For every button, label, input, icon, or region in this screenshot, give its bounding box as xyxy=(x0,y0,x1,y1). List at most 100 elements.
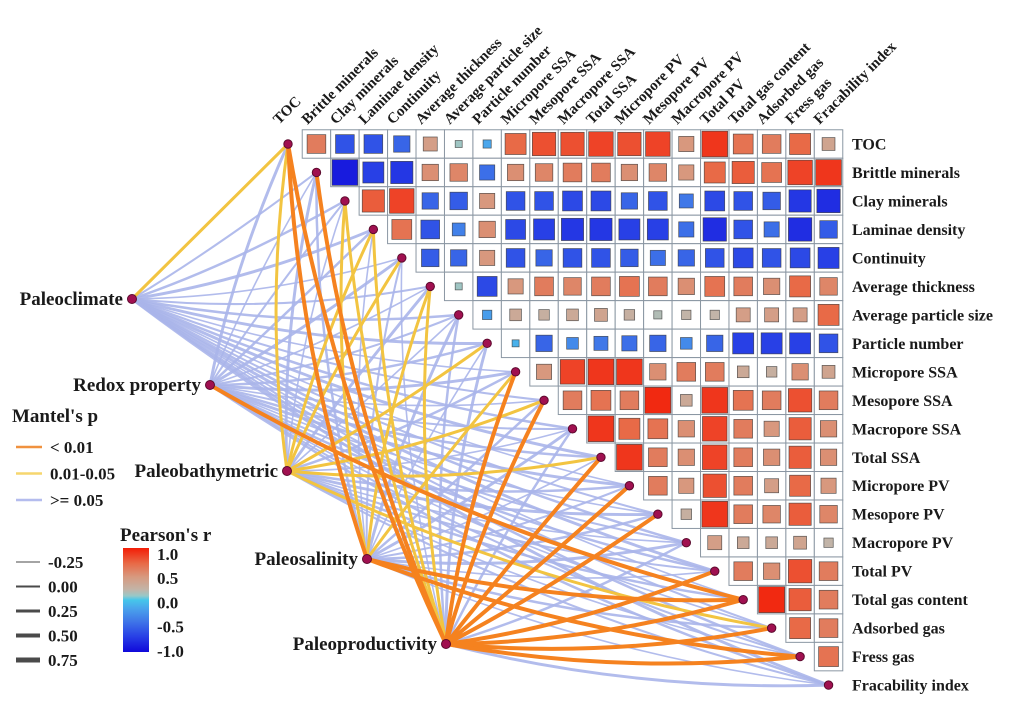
mantel-edge-p-ge-0.05 xyxy=(130,297,460,321)
matrix-cell-square xyxy=(820,448,838,466)
mantel-edge-p-ge-0.05 xyxy=(130,199,347,301)
diagonal-node-dot xyxy=(368,224,379,235)
matrix-cell-square xyxy=(421,248,440,268)
mantel-edge-p-ge-0.05 xyxy=(365,484,631,561)
mantel-edge-p-ge-0.05 xyxy=(285,469,716,573)
matrix-cell-square xyxy=(789,275,811,298)
diagonal-node-dot xyxy=(653,509,663,519)
matrix-cell-square xyxy=(788,445,812,469)
matrix-cell-square xyxy=(707,535,723,551)
matrix-cell-square xyxy=(787,159,813,186)
mantel-r-width-label: 0.25 xyxy=(48,602,78,621)
pearson-r-tick-label: 0.5 xyxy=(157,569,178,588)
matrix-cell-square xyxy=(620,248,639,268)
matrix-cell-square xyxy=(389,188,415,214)
matrix-cell-square xyxy=(562,190,583,212)
mantel-edge-p-0.01-0.05 xyxy=(285,256,404,473)
row-label: Micropore SSA xyxy=(852,364,958,381)
matrix-cell-square xyxy=(676,362,697,382)
matrix-cell-square xyxy=(821,137,836,151)
matrix-cell-square xyxy=(677,420,695,438)
matrix-cell-square xyxy=(678,164,695,181)
matrix-cell-square xyxy=(646,218,669,241)
matrix-cell-square xyxy=(533,218,555,241)
matrix-cell-square xyxy=(788,588,812,612)
matrix-cell-square xyxy=(511,339,520,348)
matrix-cell-square xyxy=(618,218,641,241)
matrix-cell-square xyxy=(649,249,666,266)
mantel-edge-p-lt-0.01 xyxy=(314,170,448,646)
mantel-edge-p-0.01-0.05 xyxy=(343,199,448,646)
matrix-cell-square xyxy=(587,415,615,443)
mantel-edge-p-0.01-0.05 xyxy=(365,370,518,561)
matrix-cell-square xyxy=(648,276,668,297)
matrix-cell-square xyxy=(788,417,812,441)
mantel-edge-p-lt-0.01 xyxy=(365,557,803,659)
matrix-cell-square xyxy=(765,536,778,549)
matrix-cell-square xyxy=(736,536,750,549)
matrix-cell-square xyxy=(420,219,440,240)
mantel-edge-p-0.01-0.05 xyxy=(285,227,375,473)
matrix-cell-square xyxy=(619,390,640,411)
mantel-edge-p-lt-0.01 xyxy=(444,597,746,646)
matrix-cell-square xyxy=(732,390,754,411)
mantel-edge-p-ge-0.05 xyxy=(365,399,546,561)
mantel-edge-p-ge-0.05 xyxy=(365,427,574,561)
matrix-cell-square xyxy=(701,387,728,414)
matrix-cell-square xyxy=(421,192,439,210)
row-label: Laminae density xyxy=(852,222,965,239)
diagonal-node-dot xyxy=(624,481,635,491)
matrix-cell-square xyxy=(645,131,671,157)
matrix-cell-square xyxy=(507,163,525,182)
mantel-edge-p-lt-0.01 xyxy=(444,455,603,646)
diagonal-node-dot xyxy=(710,566,720,576)
matrix-cell-square xyxy=(709,309,720,320)
diagonal-node-dot xyxy=(454,310,464,320)
matrix-cell-square xyxy=(505,219,526,240)
matrix-cell-square xyxy=(653,310,663,320)
matrix-cell-square xyxy=(561,217,584,241)
matrix-cell-square xyxy=(566,308,579,322)
factor-label: Paleosalinity xyxy=(255,549,359,570)
matrix-cell-square xyxy=(733,276,753,297)
mantel-edge-p-0.01-0.05 xyxy=(285,469,774,630)
matrix-cell-square xyxy=(733,219,753,240)
row-label: TOC xyxy=(852,137,886,154)
matrix-cell-square xyxy=(618,417,641,440)
diagonal-node-dot xyxy=(738,594,748,605)
matrix-cell-square xyxy=(331,159,359,186)
matrix-cell-square xyxy=(531,131,557,157)
diagonal-node-dot xyxy=(795,651,805,662)
pearson-r-colorbar xyxy=(123,548,149,652)
mantel-edge-p-ge-0.05 xyxy=(130,297,659,516)
mantel-edge-p-ge-0.05 xyxy=(131,257,403,300)
diagonal-node-dot xyxy=(539,395,549,406)
matrix-cell-square xyxy=(393,135,411,153)
matrix-cell-square xyxy=(736,365,750,379)
mantel-edge-p-ge-0.05 xyxy=(366,342,488,560)
pearson-r-tick-label: 0.0 xyxy=(157,593,178,612)
mantel-edge-p-0.01-0.05 xyxy=(285,398,546,473)
matrix-cell-square xyxy=(449,191,468,211)
matrix-cell-square xyxy=(817,247,840,269)
matrix-cell-square xyxy=(818,390,839,411)
matrix-cell-square xyxy=(593,335,609,351)
mantel-edge-p-ge-0.05 xyxy=(209,384,659,516)
matrix-cell-square xyxy=(789,133,811,155)
diagonal-node-dot xyxy=(340,196,350,206)
mantel-edge-p-ge-0.05 xyxy=(208,383,603,459)
matrix-cell-square xyxy=(562,390,583,411)
network-edges-layer xyxy=(130,142,831,688)
matrix-cell-square xyxy=(761,162,782,183)
matrix-cell-square xyxy=(562,162,583,183)
mantel-r-width-label: 0.50 xyxy=(48,627,78,646)
matrix-cell-square xyxy=(823,537,834,548)
mantel-edge-p-0.01-0.05 xyxy=(285,455,603,478)
column-header: TOC xyxy=(271,94,305,128)
matrix-cell-square xyxy=(507,278,524,295)
matrix-cell-square xyxy=(819,277,838,296)
mantel-edge-p-ge-0.05 xyxy=(444,341,489,646)
